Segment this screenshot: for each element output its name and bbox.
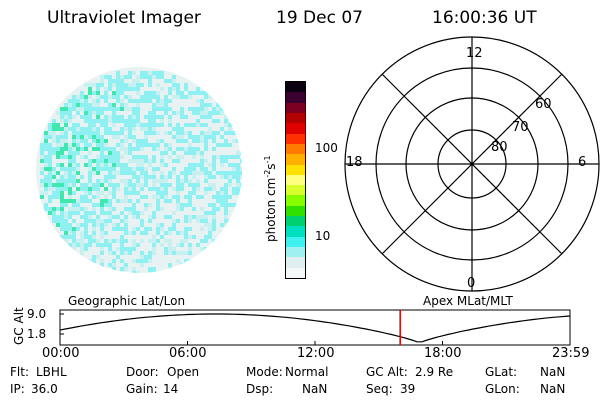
- gcalt-value: 2.9 Re: [415, 365, 454, 379]
- colorbar-segment: [286, 164, 305, 176]
- colorbar-segment: [286, 174, 305, 186]
- orbit-ytick-bottom: 1.8: [27, 327, 47, 341]
- dsp-value: NaN: [302, 382, 328, 396]
- orbit-xtick-2359: 23:59: [552, 346, 590, 361]
- glat-value: NaN: [540, 365, 566, 379]
- polar-grid: [344, 36, 600, 292]
- orbit-xtick-1800: 18:00: [424, 346, 462, 361]
- colorbar-segment: [286, 143, 305, 155]
- polar-label-mlt-18: 18: [346, 155, 363, 170]
- flt-label: Flt:: [10, 365, 29, 379]
- seq-value: 39: [400, 382, 416, 396]
- glat-label: GLat:: [485, 365, 518, 379]
- gain-label: Gain:: [126, 382, 158, 396]
- colorbar-label: photon cm-2s-1: [263, 155, 278, 242]
- orbit-xtick-0600: 06:00: [169, 346, 207, 361]
- colorbar-segment: [286, 247, 305, 258]
- polar-label-mlt-6: 6: [578, 155, 587, 170]
- polar-label-lat-70: 70: [512, 120, 529, 135]
- ip-value: 36.0: [31, 382, 58, 396]
- mode-value: Normal: [285, 365, 329, 379]
- door-label: Door:: [126, 365, 159, 379]
- door-value: Open: [167, 365, 200, 379]
- uv-image-disk: [36, 67, 242, 273]
- colorbar-segment: [286, 133, 305, 145]
- orbit-left-title: Geographic Lat/Lon: [68, 294, 186, 308]
- colorbar-segment: [286, 236, 305, 248]
- orbit-xtick-1200: 12:00: [297, 346, 335, 361]
- colorbar-tick-10: 10: [315, 229, 331, 243]
- colorbar-segment: [286, 154, 305, 166]
- colorbar-segment: [286, 195, 305, 207]
- colorbar-segment: [286, 205, 305, 217]
- glon-label: GLon:: [485, 382, 520, 396]
- colorbar-tick-100: 100: [315, 141, 338, 155]
- colorbar-segment: [286, 267, 305, 279]
- colorbar-segment: [286, 226, 305, 238]
- orbit-right-title: Apex MLat/MLT: [423, 294, 513, 308]
- colorbar-segment: [286, 112, 305, 124]
- gcalt-label: GC Alt:: [366, 365, 408, 379]
- colorbar-segment: [286, 257, 305, 269]
- polar-label-lat-80: 80: [491, 140, 508, 155]
- time-label: 16:00:36 UT: [432, 8, 537, 28]
- orbit-ytick-top: 9.0: [27, 307, 47, 321]
- date-label: 19 Dec 07: [276, 8, 363, 28]
- color-scale-bar: [285, 81, 306, 279]
- polar-label-mlt-0: 0: [467, 276, 476, 291]
- colorbar-segment: [286, 185, 305, 196]
- ip-label: IP:: [10, 382, 25, 396]
- seq-label: Seq:: [366, 382, 393, 396]
- dsp-label: Dsp:: [246, 382, 274, 396]
- instrument-title: Ultraviolet Imager: [47, 8, 201, 28]
- colorbar-segment: [286, 82, 305, 93]
- orbit-plot: [59, 309, 571, 346]
- colorbar-segment: [286, 92, 305, 104]
- glon-value: NaN: [540, 382, 566, 396]
- polar-label-lat-60: 60: [535, 97, 552, 112]
- gain-value: 14: [163, 382, 179, 396]
- polar-label-mlt-12: 12: [466, 46, 483, 61]
- mode-label: Mode:: [246, 365, 283, 379]
- colorbar-segment: [286, 123, 305, 135]
- flt-value: LBHL: [36, 365, 67, 379]
- colorbar-segment: [286, 216, 305, 227]
- orbit-xtick-0000: 00:00: [42, 346, 80, 361]
- orbit-ylabel: GC Alt: [12, 307, 26, 345]
- colorbar-segment: [286, 102, 305, 114]
